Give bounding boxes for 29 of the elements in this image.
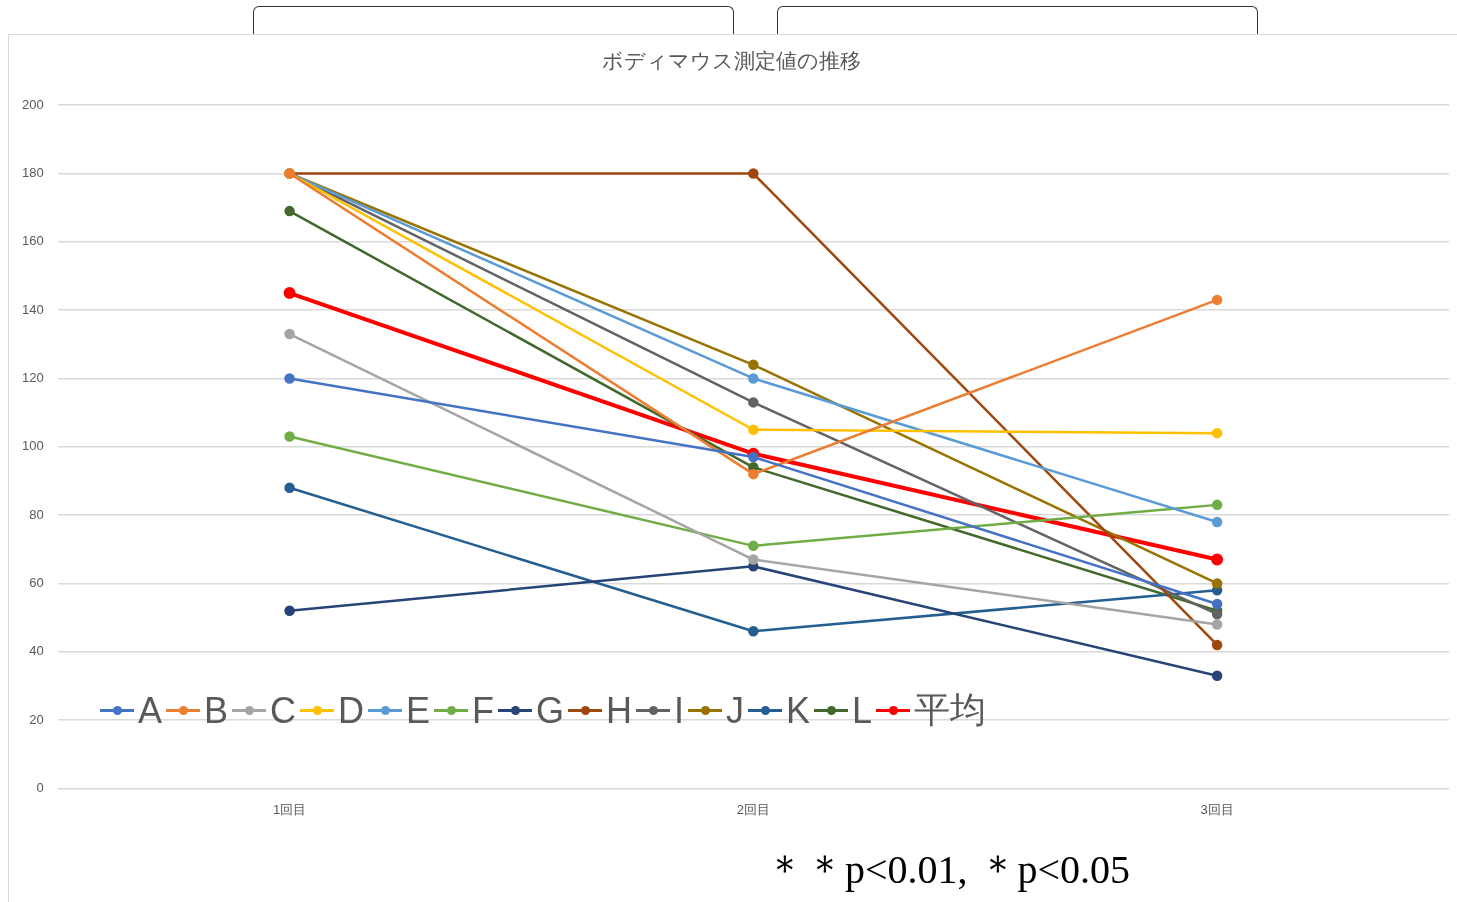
y-tick-label: 20: [29, 711, 44, 727]
legend-label: B: [204, 689, 229, 732]
legend-label: C: [270, 689, 297, 732]
y-tick-label: 60: [29, 575, 44, 591]
x-tick-label: 2回目: [736, 801, 770, 817]
y-tick-label: 40: [29, 643, 44, 659]
x-tick-label: 1回目: [272, 801, 307, 817]
legend-label: J: [726, 689, 745, 732]
y-tick-label: 140: [21, 301, 44, 317]
y-tick-label: 180: [21, 165, 44, 181]
legend-label: F: [472, 689, 495, 732]
legend-label: L: [852, 689, 873, 732]
legend-label: G: [536, 689, 565, 732]
legend-label: 平均: [914, 688, 987, 732]
y-tick-label: 120: [21, 370, 44, 386]
legend-label: D: [338, 689, 365, 732]
text: ＊＊p<0.01, ＊p<0.05: [765, 846, 1131, 894]
y-tick-label: 100: [21, 438, 44, 454]
y-tick-label: 0: [36, 779, 44, 795]
legend-label: E: [406, 689, 431, 732]
legend-label: K: [786, 689, 811, 732]
y-tick-label: 80: [29, 506, 44, 522]
legend-label: H: [606, 689, 633, 732]
y-tick-label: 160: [21, 233, 44, 249]
chart-title: ボディマウス測定値の推移: [602, 49, 861, 74]
legend-label: I: [674, 689, 685, 732]
legend-label: A: [138, 689, 163, 732]
x-tick-label: 3回目: [1200, 801, 1234, 817]
y-tick-label: 200: [21, 96, 44, 112]
